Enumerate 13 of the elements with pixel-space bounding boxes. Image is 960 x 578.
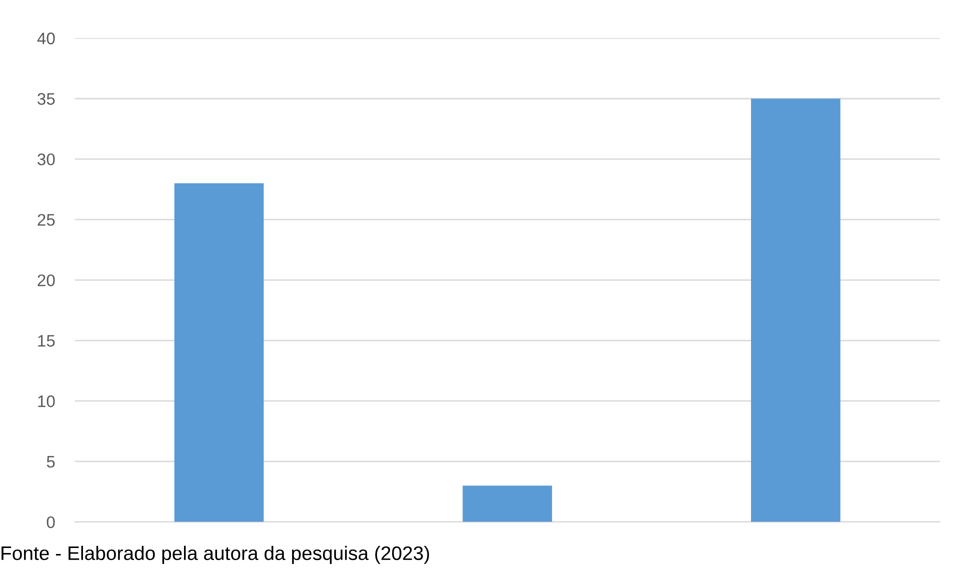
- bar: [462, 486, 552, 522]
- y-tick-label: 5: [46, 456, 55, 468]
- y-tick-label: 15: [38, 335, 55, 347]
- y-tick-label: 40: [37, 32, 55, 44]
- y-tick-label: 20: [38, 274, 55, 286]
- source-note: Fonte - Elaborado pela autora da pesquisa (2023): [2, 546, 430, 564]
- y-tick-label: 25: [38, 214, 55, 226]
- y-tick-label: 35: [38, 93, 55, 105]
- y-tick-label: 0: [46, 516, 55, 528]
- y-tick-label: 10: [38, 395, 55, 408]
- bar: [174, 183, 264, 522]
- y-tick-label: 30: [38, 153, 55, 166]
- bar: [750, 98, 840, 522]
